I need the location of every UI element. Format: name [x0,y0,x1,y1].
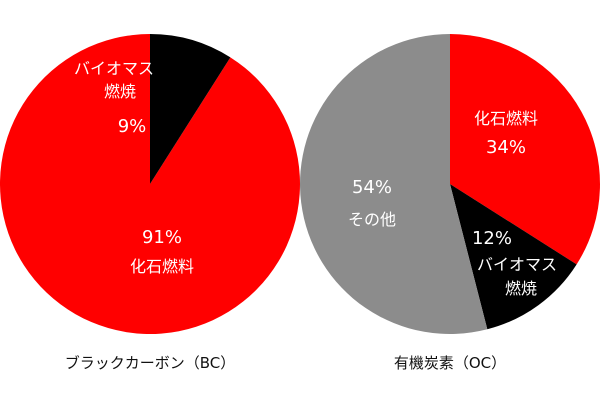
bc-slice-1-category-label-1: 燃焼 [104,82,136,101]
oc-slice-2-category-label-0: その他 [348,210,396,229]
oc-slice-0-percent-label: 34% [486,137,526,158]
oc-slice-1-category-label-1: 燃焼 [505,279,537,298]
bc-chart-title: ブラックカーボン（BC） [64,354,236,372]
oc-pie-slice-2 [300,34,488,334]
bc-pie-slice-0 [0,34,300,334]
oc-slice-0-category-label-0: 化石燃料 [474,109,538,128]
bc-slice-1-percent-label: 9% [118,116,147,137]
oc-pie-slice-1 [450,184,577,330]
oc-slice-1-category-label-0: バイオマス [477,255,557,274]
bc-pie-slice-1 [150,34,231,184]
bc-slice-0-percent-label: 91% [142,227,182,248]
bc-slice-1-category-label-0: バイオマス [74,59,154,78]
bc-slice-0-category-label-0: 化石燃料 [130,257,194,276]
oc-slice-2-percent-label: 54% [352,177,392,198]
oc-pie-slice-0 [450,34,600,265]
oc-slice-1-percent-label: 12% [472,228,512,249]
oc-chart-title: 有機炭素（OC） [393,354,507,372]
